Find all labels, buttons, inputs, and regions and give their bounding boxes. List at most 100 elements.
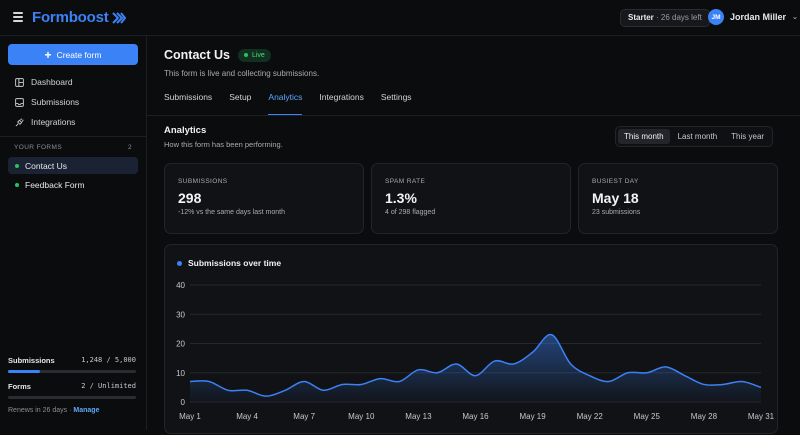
tab-integrations[interactable]: Integrations — [319, 92, 363, 115]
your-forms-count: 2 — [128, 144, 132, 151]
stat-label: BUSIEST DAY — [592, 178, 777, 185]
dashboard-icon — [15, 78, 24, 87]
stat-label: SPAM RATE — [385, 178, 570, 185]
sidebar-item-dashboard[interactable]: Dashboard — [8, 72, 138, 92]
chevron-down-icon: ⌄ — [792, 13, 798, 21]
sidebar-item-label: Submissions — [31, 97, 79, 107]
chart-title-text: Submissions over time — [188, 258, 281, 268]
y-tick-label: 40 — [176, 281, 185, 290]
legend-dot-icon — [177, 261, 182, 266]
y-tick-label: 20 — [176, 340, 185, 349]
y-tick-label: 30 — [176, 310, 185, 319]
x-tick-label: May 1 — [179, 412, 201, 421]
sidebar-item-integrations[interactable]: Integrations — [8, 112, 138, 132]
y-tick-label: 10 — [176, 369, 185, 378]
avatar: JM — [708, 9, 724, 25]
inbox-icon — [15, 98, 24, 107]
your-forms-label: YOUR FORMS — [14, 144, 62, 151]
status-label: Live — [252, 52, 265, 59]
plan-badge[interactable]: Starter · 26 days left — [620, 9, 710, 27]
create-form-label: Create form — [57, 50, 102, 60]
chevrons-logo-icon — [112, 12, 126, 24]
x-tick-label: May 28 — [691, 412, 718, 421]
page-subtitle: This form is live and collecting submiss… — [164, 69, 319, 78]
date-range-selector: This month Last month This year — [615, 126, 773, 147]
stat-value: 1.3% — [385, 190, 570, 206]
sidebar-form-contact-us[interactable]: Contact Us — [8, 157, 138, 174]
status-badge: Live — [238, 49, 271, 62]
manage-link[interactable]: Manage — [73, 407, 99, 414]
submissions-chart: 0 10 20 30 40 May 1 May 4 May 7 May 10 May 13 May … — [165, 245, 779, 435]
renew-note: Renews in 26 days · Manage — [8, 407, 99, 414]
stat-note: 23 submissions — [592, 209, 777, 216]
usage-value: 1,248 / 5,000 — [81, 356, 136, 365]
sidebar: + Create form Dashboard Submissions Inte… — [0, 36, 147, 430]
sidebar-divider — [0, 136, 147, 137]
usage-submissions: Submissions 1,248 / 5,000 — [8, 356, 136, 373]
plan-days-left: · 26 days left — [654, 13, 702, 22]
y-tick-label: 0 — [181, 398, 186, 407]
section-subtitle: How this form has been performing. — [164, 140, 283, 149]
stat-value: May 18 — [592, 190, 777, 206]
stat-card-submissions: SUBMISSIONS 298 -12% vs the same days la… — [164, 163, 364, 234]
status-dot-icon — [15, 183, 19, 187]
x-tick-label: May 7 — [293, 412, 315, 421]
sidebar-item-label: Dashboard — [31, 77, 73, 87]
main-content: Contact Us Live This form is live and co… — [147, 36, 800, 430]
stat-label: SUBMISSIONS — [178, 178, 363, 185]
usage-bar — [8, 396, 136, 399]
plug-icon — [15, 118, 24, 127]
usage-label: Submissions — [8, 356, 55, 365]
usage-forms: Forms 2 / Unlimited — [8, 382, 136, 399]
brand-name: Formboost — [32, 9, 109, 26]
tab-setup[interactable]: Setup — [229, 92, 251, 115]
stat-value: 298 — [178, 190, 363, 206]
user-name: Jordan Miller — [730, 12, 786, 22]
sidebar-form-feedback[interactable]: Feedback Form — [8, 176, 138, 193]
range-this-month[interactable]: This month — [618, 129, 670, 144]
stat-note: -12% vs the same days last month — [178, 209, 363, 216]
tab-bar: Submissions Setup Analytics Integrations… — [164, 92, 412, 115]
create-form-button[interactable]: + Create form — [8, 44, 138, 65]
page-title: Contact Us — [164, 48, 230, 62]
x-tick-label: May 10 — [348, 412, 375, 421]
stat-note: 4 of 298 flagged — [385, 209, 570, 216]
renew-text: Renews in 26 days · — [8, 407, 73, 414]
range-this-year[interactable]: This year — [725, 129, 770, 144]
sidebar-nav: Dashboard Submissions Integrations — [8, 72, 138, 132]
x-tick-label: May 19 — [519, 412, 546, 421]
tabs-divider — [147, 115, 800, 116]
series-area — [190, 335, 761, 402]
sidebar-item-label: Integrations — [31, 117, 75, 127]
x-tick-label: May 22 — [577, 412, 604, 421]
page-header: Contact Us Live — [164, 48, 271, 62]
stat-card-spam-rate: SPAM RATE 1.3% 4 of 298 flagged — [371, 163, 571, 234]
tab-submissions[interactable]: Submissions — [164, 92, 212, 115]
range-last-month[interactable]: Last month — [672, 129, 724, 144]
usage-bar — [8, 370, 136, 373]
plus-icon: + — [45, 50, 52, 60]
status-dot-icon — [244, 53, 248, 57]
tab-settings[interactable]: Settings — [381, 92, 412, 115]
menu-icon[interactable] — [13, 12, 23, 22]
submissions-chart-card: 0 10 20 30 40 May 1 May 4 May 7 May 10 May 13 May … — [164, 244, 778, 434]
status-dot-icon — [15, 164, 19, 168]
x-tick-label: May 4 — [236, 412, 258, 421]
x-tick-label: May 16 — [462, 412, 489, 421]
stat-card-busiest-day: BUSIEST DAY May 18 23 submissions — [578, 163, 778, 234]
chart-title: Submissions over time — [177, 258, 281, 268]
top-bar: Formboost Starter · 26 days left JM Jord… — [0, 0, 800, 36]
x-tick-label: May 31 — [748, 412, 775, 421]
your-forms-header: YOUR FORMS 2 — [14, 144, 132, 151]
plan-name: Starter — [628, 13, 654, 22]
x-tick-label: May 13 — [405, 412, 432, 421]
user-menu[interactable]: JM Jordan Miller ⌄ — [708, 9, 798, 25]
form-label: Feedback Form — [25, 180, 85, 190]
tab-analytics[interactable]: Analytics — [268, 92, 302, 115]
x-tick-label: May 25 — [634, 412, 661, 421]
sidebar-item-submissions[interactable]: Submissions — [8, 92, 138, 112]
brand-logo[interactable]: Formboost — [32, 9, 126, 26]
form-label: Contact Us — [25, 161, 67, 171]
usage-value: 2 / Unlimited — [81, 382, 136, 391]
usage-bar-fill — [8, 370, 40, 373]
